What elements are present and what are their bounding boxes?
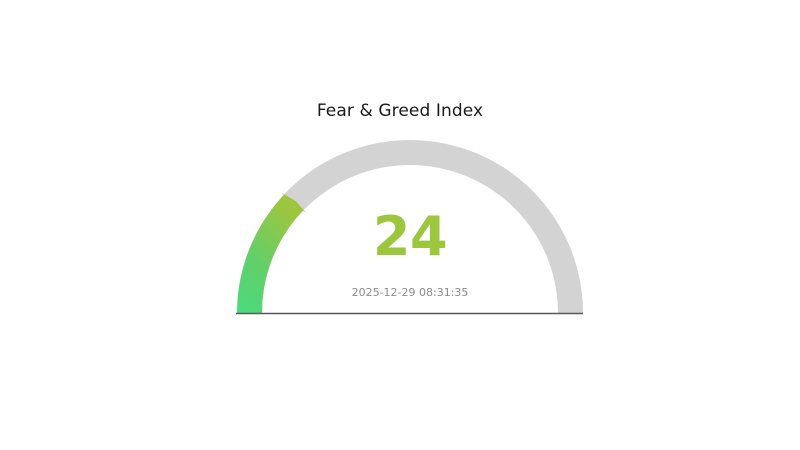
gauge-value: 24 (372, 205, 448, 268)
page-title: Fear & Greed Index (316, 101, 484, 121)
gauge-needle-tip-icon (282, 197, 297, 212)
gauge-track-arc (237, 140, 583, 313)
gauge-needle-marker (281, 192, 307, 213)
gauge-progress-arc (237, 195, 304, 313)
gauge-timestamp: 2025-12-29 08:31:35 (351, 286, 469, 299)
